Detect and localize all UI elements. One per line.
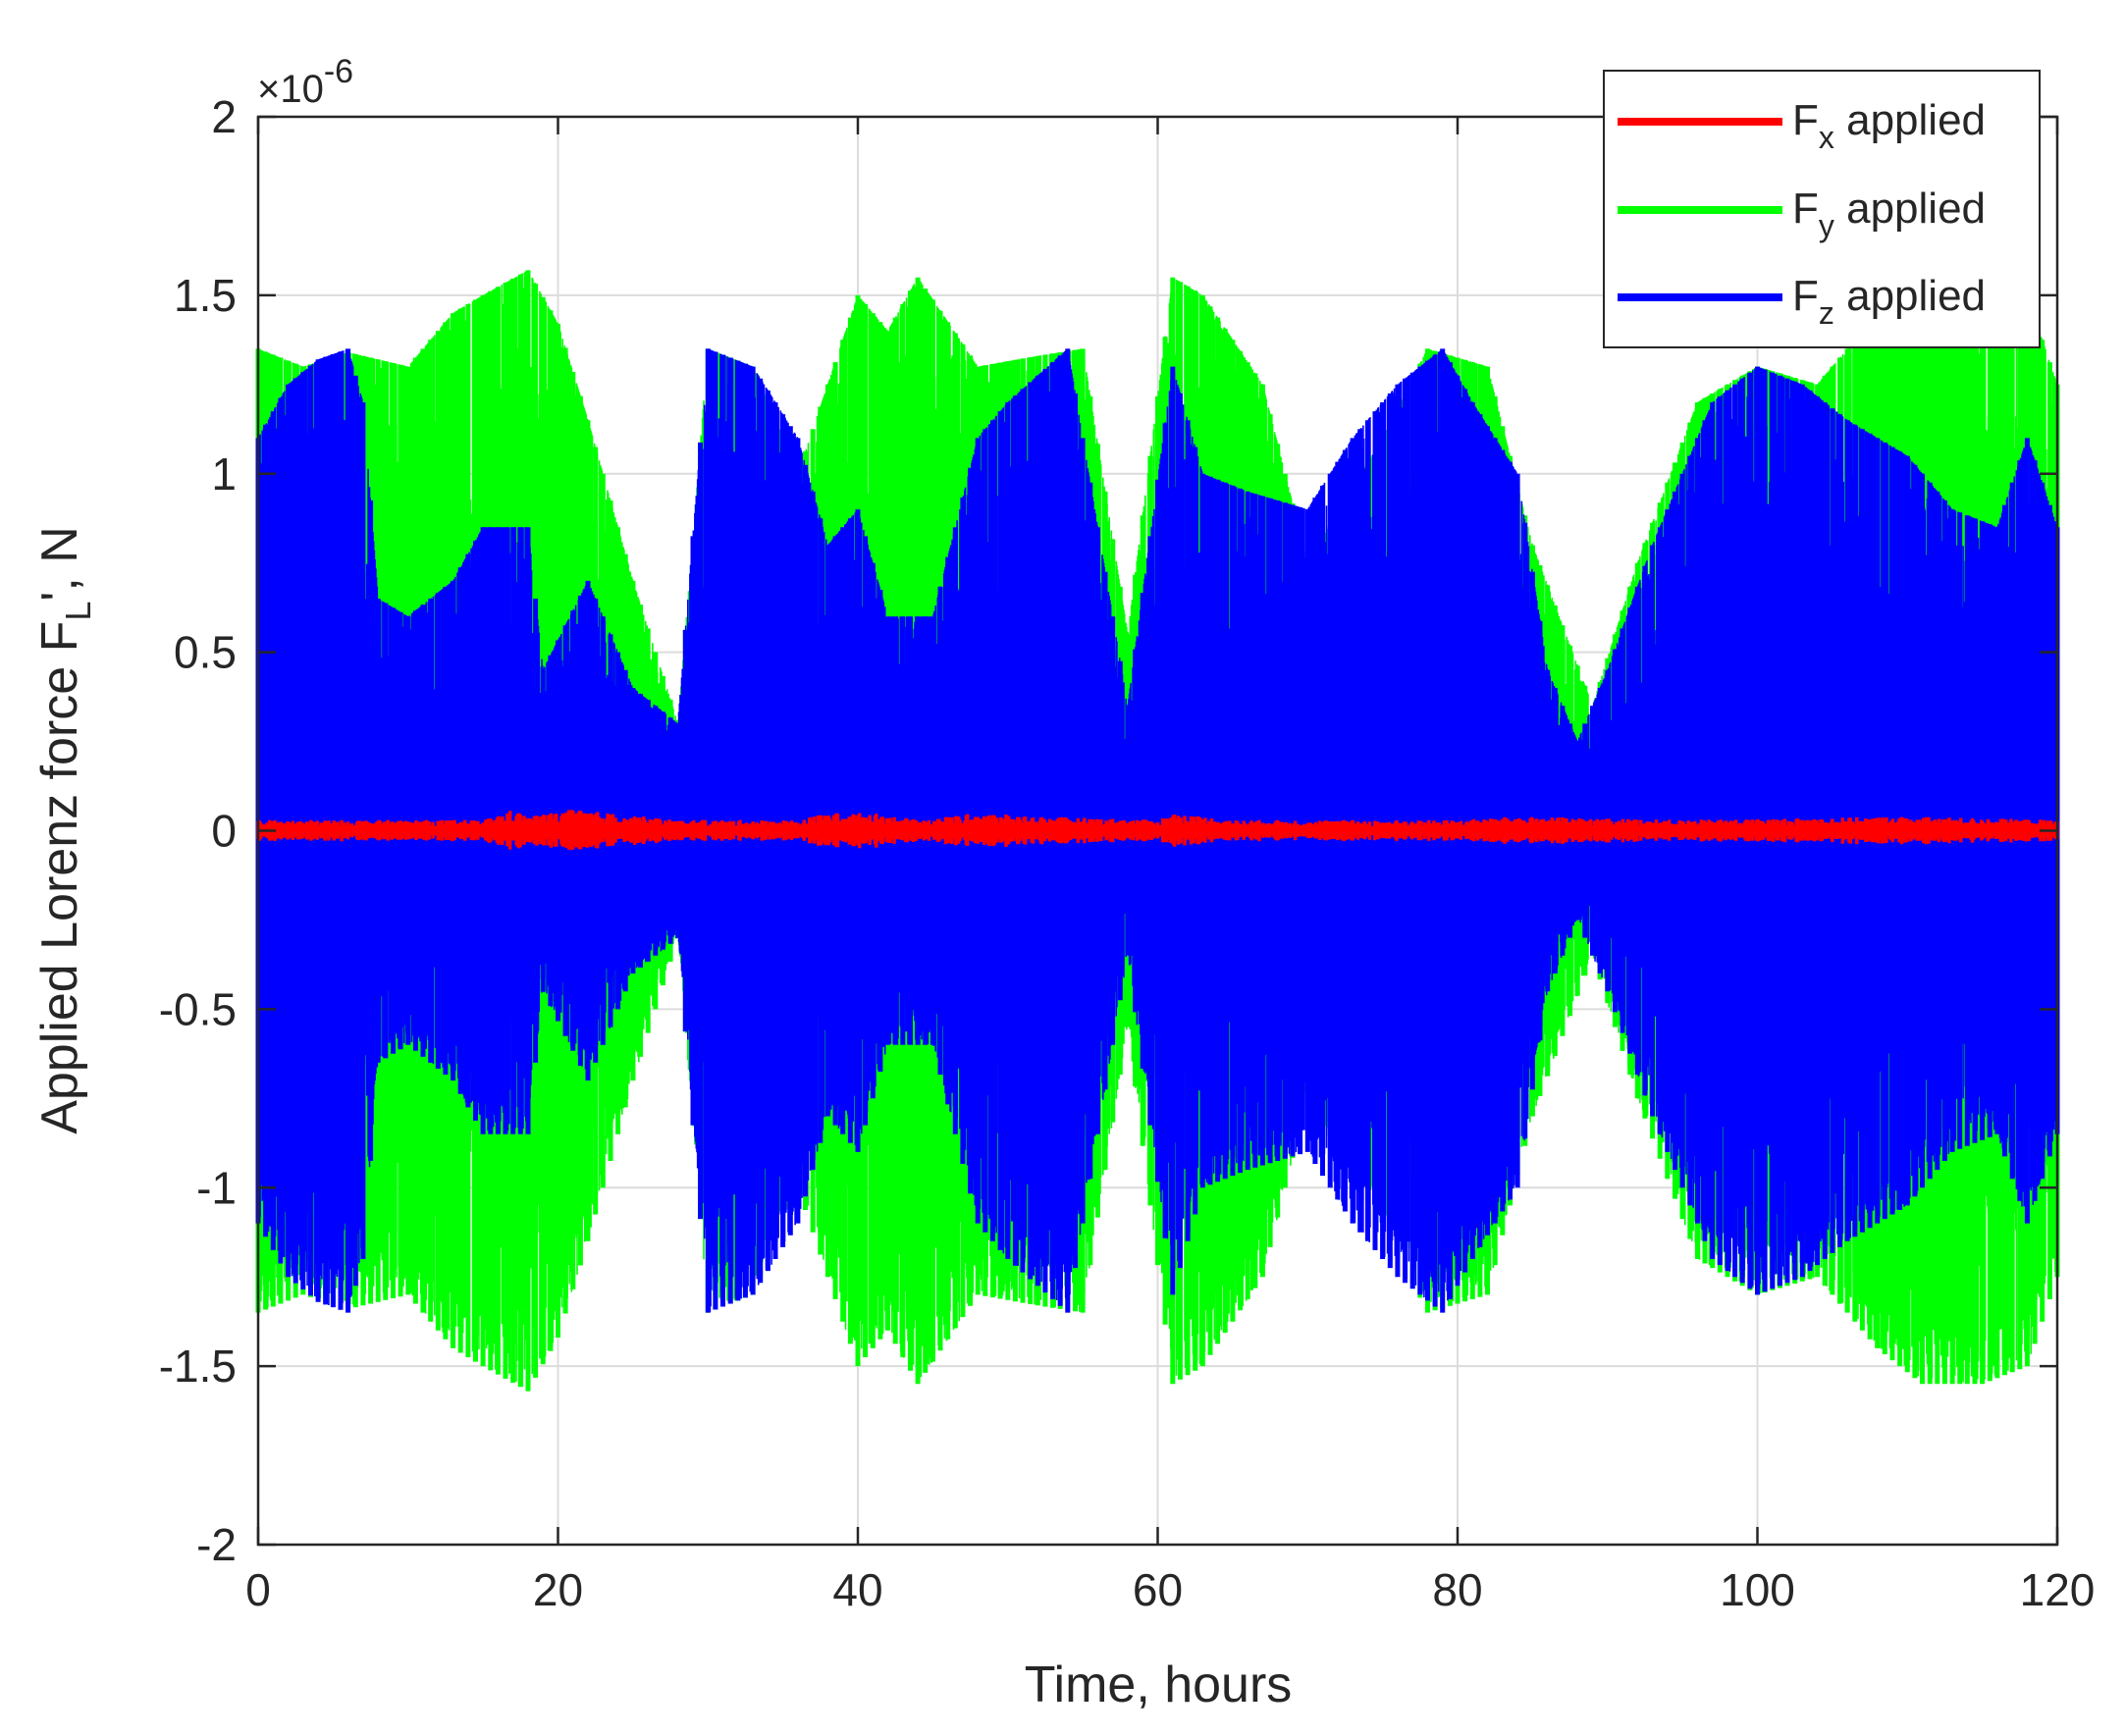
x-tick-label: 0 (245, 1564, 271, 1615)
y-tick-label: -0.5 (159, 983, 237, 1034)
legend-label-fx-rest: applied (1834, 96, 1986, 144)
legend-label-fx-main: F (1792, 96, 1819, 144)
y-axis-title-main: Applied Lorenz force F (31, 621, 88, 1134)
y-axis-title: Applied Lorenz force FL', N (31, 526, 98, 1134)
x-axis-title: Time, hours (1025, 1657, 1293, 1713)
x-tick-label: 60 (1133, 1564, 1183, 1615)
series-layer (255, 270, 2060, 1392)
legend-label-fy-sub: y (1819, 208, 1834, 243)
legend: Fx applied Fy applied Fz applied (1603, 70, 2041, 348)
y-tick-label: -1.5 (159, 1341, 237, 1392)
legend-label-fx-sub: x (1819, 120, 1834, 155)
x-tick-label: 40 (832, 1564, 882, 1615)
ticks (256, 115, 2059, 1547)
legend-entry-fx: Fx applied (1618, 96, 1986, 155)
svg-text:Fz applied: Fz applied (1792, 272, 1986, 331)
y-axis-title-subscript: L (58, 602, 98, 621)
exponent-power: -6 (324, 53, 353, 90)
x-tick-label: 100 (1720, 1564, 1795, 1615)
svg-text:Fx applied: Fx applied (1792, 96, 1986, 155)
legend-label-fz-main: F (1792, 272, 1819, 320)
x-tick-label: 20 (533, 1564, 583, 1615)
legend-entry-fy: Fy applied (1618, 184, 1986, 243)
tick-labels: 0 20 40 60 80 100 120 2 1.5 1 0.5 0 -0.5 -1 -1.5 -2 (159, 91, 2096, 1615)
y-tick-label: 0.5 (174, 627, 237, 678)
exponent-base: ×10 (257, 68, 324, 111)
y-tick-label: 2 (211, 91, 237, 142)
x-tick-label: 80 (1432, 1564, 1482, 1615)
y-tick-label: -2 (196, 1519, 237, 1570)
legend-entry-fz: Fz applied (1618, 272, 1986, 331)
legend-label-fz-sub: z (1819, 295, 1834, 331)
legend-label-fy-main: F (1792, 184, 1819, 233)
y-scale-exponent: ×10-6 (257, 53, 353, 111)
y-axis-title-suffix: ', N (31, 526, 88, 601)
x-tick-label: 120 (2020, 1564, 2096, 1615)
svg-text:×10-6: ×10-6 (257, 53, 353, 111)
legend-label-fz-rest: applied (1834, 272, 1986, 320)
y-tick-label: 1.5 (174, 270, 237, 321)
y-tick-label: 1 (211, 448, 237, 500)
y-tick-label: 0 (211, 806, 237, 857)
y-tick-label: -1 (196, 1162, 237, 1213)
legend-label-fy-rest: applied (1834, 184, 1986, 233)
svg-text:Fy applied: Fy applied (1792, 184, 1986, 243)
